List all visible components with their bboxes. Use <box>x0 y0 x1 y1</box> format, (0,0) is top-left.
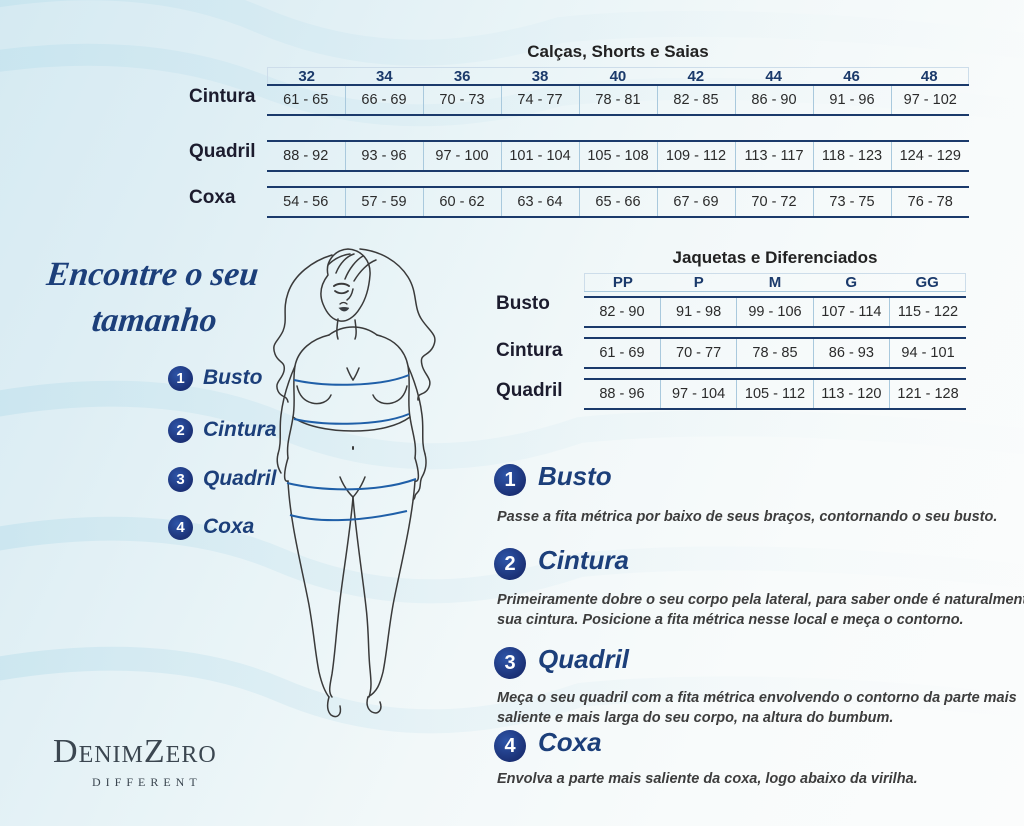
svg-text:tamanho: tamanho <box>90 302 219 339</box>
svg-text:Encontre o seu: Encontre o seu <box>44 256 260 293</box>
